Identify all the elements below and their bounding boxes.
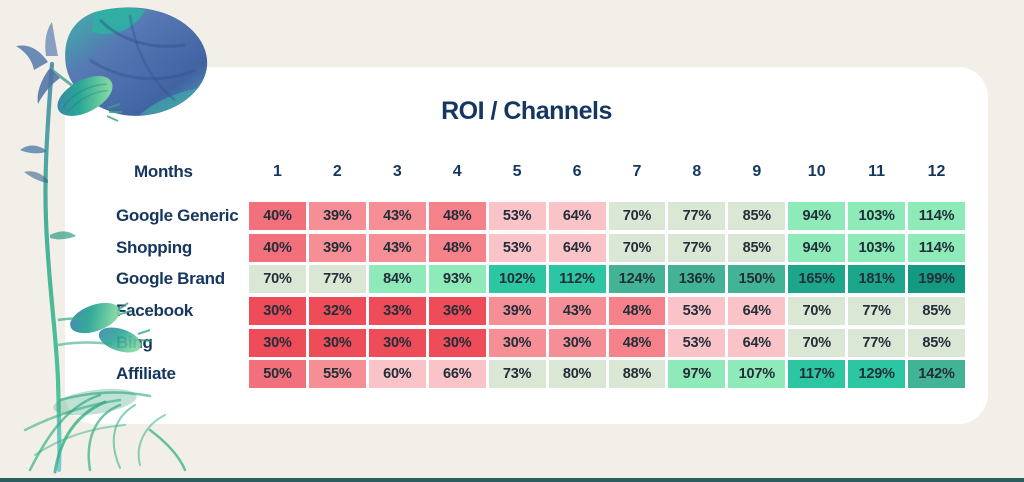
heatmap-cell-google-brand-m9: 150% [728,265,786,294]
roi-heatmap-table: Google Generic 40% 39% 43% 48% 53% 64% 70% 77% 85… [108,202,965,389]
heatmap-cell-affiliate-m8: 97% [668,360,726,389]
heatmap-cell-bing-m6: 30% [548,328,606,357]
col-header-month-5: 5 [512,163,522,180]
heatmap-cell-google-brand-m5: 102% [488,265,546,294]
heatmap-cell-google-generic-m11: 103% [848,202,906,230]
heatmap-cell-bing-m12: 85% [908,328,965,357]
heatmap-cell-google-generic-m1: 40% [249,202,306,230]
heatmap-cell-shopping-m4: 48% [428,233,486,262]
heatmap-cell-google-brand-m2: 77% [308,265,366,294]
heatmap-cell-affiliate-m3: 60% [368,360,426,389]
heatmap-cell-shopping-m10: 94% [788,233,846,262]
heatmap-cell-facebook-m9: 64% [728,297,786,326]
heatmap-cell-shopping-m6: 64% [548,233,606,262]
col-header-month-1: 1 [273,163,282,180]
heatmap-cell-google-brand-m6: 112% [548,265,606,294]
heatmap-cell-google-brand-m11: 181% [848,265,906,294]
heatmap-cell-shopping-m12: 114% [908,233,965,262]
heatmap-cell-shopping-m7: 70% [608,233,666,262]
heatmap-cell-facebook-m2: 32% [308,297,366,326]
heatmap-cell-google-brand-m4: 93% [428,265,486,294]
heatmap-cell-google-generic-m4: 48% [428,202,486,230]
heatmap-cell-facebook-m7: 48% [608,297,666,326]
heatmap-cell-shopping-m1: 40% [249,233,306,262]
heatmap-cell-affiliate-m7: 88% [608,360,666,389]
heatmap-cell-affiliate-m12: 142% [908,360,965,389]
page-title: ROI / Channels [441,97,612,125]
table-header-row: Months 1 2 3 4 5 6 7 8 9 10 11 12 [108,160,965,184]
row-label-google-generic: Google Generic [116,206,239,225]
heatmap-cell-facebook-m4: 36% [428,297,486,326]
heatmap-cell-facebook-m11: 77% [848,297,906,326]
col-header-month-7: 7 [632,163,642,180]
heatmap-cell-google-brand-m12: 199% [908,265,965,294]
heatmap-cell-facebook-m5: 39% [488,297,546,326]
months-header-label: Months [134,162,193,181]
heatmap-cell-bing-m11: 77% [848,328,906,357]
col-header-month-6: 6 [572,163,582,180]
heatmap-cell-google-generic-m8: 77% [668,202,726,230]
row-label-google-brand: Google Brand [116,269,225,289]
heatmap-cell-google-generic-m5: 53% [488,202,546,230]
heatmap-cell-bing-m8: 53% [668,328,726,357]
heatmap-cell-google-generic-m7: 70% [608,202,666,230]
row-label-bing: Bing [116,332,153,352]
heatmap-cell-bing-m9: 64% [728,328,786,357]
heatmap-cell-google-brand-m8: 136% [668,265,726,294]
col-header-month-12: 12 [927,163,946,180]
heatmap-cell-bing-m4: 30% [428,328,486,357]
heatmap-cell-shopping-m11: 103% [848,233,906,262]
heatmap-cell-bing-m2: 30% [308,328,366,357]
heatmap-cell-affiliate-m6: 80% [548,360,606,389]
heatmap-cell-google-generic-m3: 43% [368,202,426,230]
heatmap-cell-facebook-m10: 70% [788,297,846,326]
heatmap-cell-google-brand-m3: 84% [368,265,426,294]
bottom-accent-bar [0,478,1024,482]
heatmap-cell-affiliate-m9: 107% [728,360,786,389]
heatmap-cell-shopping-m5: 53% [488,233,546,262]
heatmap-cell-facebook-m1: 30% [249,297,306,326]
heatmap-cell-facebook-m12: 85% [908,297,965,326]
row-label-facebook: Facebook [116,301,193,321]
heatmap-cell-shopping-m8: 77% [668,233,726,262]
heatmap-cell-shopping-m9: 85% [728,233,786,262]
heatmap-cell-shopping-m3: 43% [368,233,426,262]
heatmap-cell-shopping-m2: 39% [308,233,366,262]
heatmap-cell-google-generic-m10: 94% [788,202,846,230]
heatmap-cell-google-brand-m7: 124% [608,265,666,294]
col-header-month-2: 2 [332,163,342,180]
heatmap-cell-facebook-m6: 43% [548,297,606,326]
col-header-month-9: 9 [752,163,762,180]
row-label-affiliate: Affiliate [116,364,176,384]
heatmap-cell-affiliate-m11: 129% [848,360,906,389]
col-header-month-11: 11 [868,163,886,180]
heatmap-cell-affiliate-m2: 55% [308,360,366,389]
heatmap-cell-affiliate-m10: 117% [788,360,846,389]
heatmap-cell-bing-m5: 30% [488,328,546,357]
heatmap-cell-affiliate-m1: 50% [249,360,306,389]
heatmap-cell-google-generic-m2: 39% [308,202,366,230]
col-header-month-4: 4 [452,163,462,180]
heatmap-cell-bing-m10: 70% [788,328,846,357]
heatmap-cell-bing-m3: 30% [368,328,426,357]
heatmap-cell-google-generic-m12: 114% [908,202,965,230]
heatmap-cell-google-brand-m1: 70% [249,265,306,294]
heatmap-cell-facebook-m3: 33% [368,297,426,326]
row-label-shopping: Shopping [116,237,192,257]
heatmap-cell-bing-m1: 30% [249,328,306,357]
heatmap-cell-affiliate-m4: 66% [428,360,486,389]
col-header-month-10: 10 [807,163,826,180]
heatmap-cell-google-brand-m10: 165% [788,265,846,294]
col-header-month-3: 3 [392,163,402,180]
heatmap-cell-affiliate-m5: 73% [488,360,546,389]
heatmap-cell-google-generic-m6: 64% [548,202,606,230]
heatmap-cell-google-generic-m9: 85% [728,202,786,230]
heatmap-cell-bing-m7: 48% [608,328,666,357]
col-header-month-8: 8 [692,163,702,180]
heatmap-cell-facebook-m8: 53% [668,297,726,326]
